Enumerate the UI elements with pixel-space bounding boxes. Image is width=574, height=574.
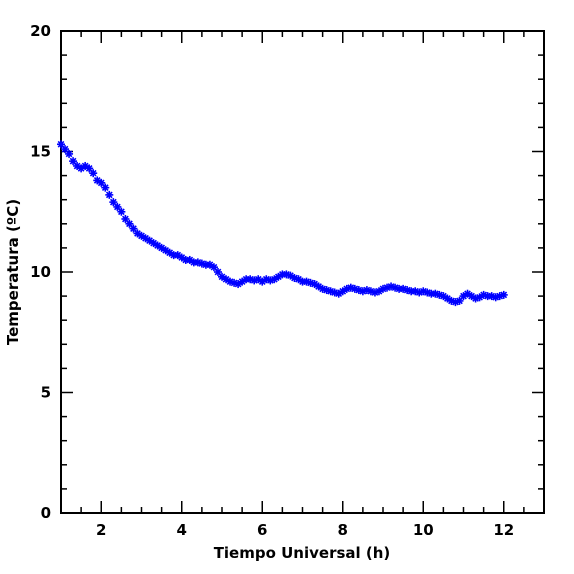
data-point xyxy=(101,183,110,192)
y-tick-label: 5 xyxy=(41,384,51,402)
y-axis-label: Temperatura (ºC) xyxy=(4,199,22,345)
x-tick-label: 4 xyxy=(177,521,187,539)
data-point xyxy=(238,277,247,286)
data-point xyxy=(121,214,130,223)
data-point xyxy=(499,290,508,299)
x-tick-label: 10 xyxy=(413,521,434,539)
data-point xyxy=(89,169,98,178)
data-points xyxy=(57,140,508,307)
data-point xyxy=(57,140,65,149)
data-point xyxy=(117,207,126,216)
axis-ticks xyxy=(61,31,544,513)
x-axis-label: Tiempo Universal (h) xyxy=(214,544,391,562)
y-tick-label: 10 xyxy=(30,263,51,281)
data-point xyxy=(274,272,283,281)
x-tick-label: 12 xyxy=(493,521,514,539)
x-tick-label: 2 xyxy=(96,521,106,539)
data-point xyxy=(85,164,94,173)
x-tick-label: 6 xyxy=(257,521,267,539)
data-point xyxy=(105,190,114,199)
y-tick-label: 20 xyxy=(30,22,51,40)
data-point xyxy=(141,234,150,243)
y-tick-label: 15 xyxy=(30,143,51,161)
data-point xyxy=(65,149,74,158)
y-tick-label: 0 xyxy=(41,504,51,522)
x-tick-label: 8 xyxy=(338,521,348,539)
tick-labels: 2 4 6 8 10 12 0 5 10 15 20 xyxy=(30,22,514,539)
plot-frame xyxy=(60,30,545,514)
